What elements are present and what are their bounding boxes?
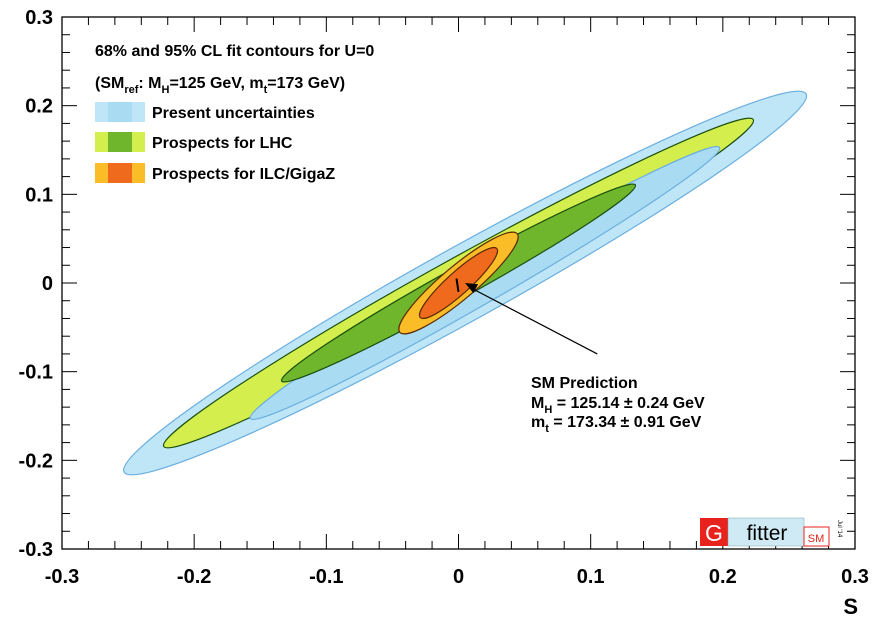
sm-prediction-layer — [455, 278, 460, 293]
logo-fitter: fitter — [747, 522, 788, 545]
logo-sm: SM — [808, 533, 825, 545]
x-tick-label: 0.2 — [709, 566, 737, 588]
ilc-68-contour — [418, 246, 499, 320]
x-tick-label: 0.1 — [577, 566, 605, 588]
axis-ticks — [61, 16, 856, 550]
y-tick-label: 0.3 — [25, 7, 53, 29]
y-tick-label: -0.2 — [19, 450, 53, 472]
logo-sm-box — [803, 526, 830, 547]
logo-date: Jul '14 — [836, 520, 842, 538]
legend-items: Present uncertainties Prospects for LHC Pr… — [95, 102, 335, 183]
sm-mt-line: mt = 173.34 ± 0.91 GeV — [531, 414, 702, 435]
x-tick-label: -0.1 — [309, 566, 343, 588]
legend: 68% and 95% CL fit contours for U=0 (SMr… — [95, 43, 374, 183]
sm-prediction-line — [455, 278, 460, 293]
x-tick-label: 0.3 — [841, 566, 869, 588]
y-tick-label: -0.3 — [19, 539, 53, 561]
logo-g-box — [700, 518, 728, 546]
chart-title: 68% and 95% CL fit contours for U=0 — [95, 43, 374, 60]
legend-swatch-inner — [108, 102, 132, 122]
y-tick-label: -0.1 — [19, 362, 53, 384]
y-tick-label: 0.2 — [25, 96, 53, 118]
legend-label: Prospects for LHC — [152, 135, 293, 152]
sm-mh-line: MH = 125.14 ± 0.24 GeV — [531, 395, 705, 416]
legend-label: Present uncertainties — [152, 105, 315, 122]
x-tick-label: -0.2 — [177, 566, 211, 588]
y-tick-label: 0 — [42, 273, 53, 295]
gfitter-logo: G fitter SM Jul '14 — [700, 517, 842, 547]
legend-swatch-inner — [108, 132, 132, 152]
sm-label: SM Prediction — [531, 375, 638, 392]
sm-arrow — [470, 287, 598, 355]
logo-fitter-box — [727, 517, 805, 547]
legend-swatch-inner — [108, 163, 132, 183]
sm-annotation: SM Prediction MH = 125.14 ± 0.24 GeV mt … — [465, 283, 705, 435]
y-tick-label: 0.1 — [25, 184, 53, 206]
legend-label: Prospects for ILC/GigaZ — [152, 166, 335, 183]
tick-labels: -0.3 -0.2 -0.1 0 0.1 0.2 0.3 -0.3 -0.2 -0.1 0 0.1 0.… — [19, 7, 869, 588]
x-axis-title: S — [843, 594, 858, 619]
chart-subtitle: (SMref: MH=125 GeV, mt=173 GeV) — [95, 75, 345, 96]
x-tick-label: 0 — [453, 566, 464, 588]
logo-g: G — [705, 520, 723, 546]
x-tick-label: -0.3 — [45, 566, 79, 588]
sm-arrowhead — [465, 283, 479, 294]
